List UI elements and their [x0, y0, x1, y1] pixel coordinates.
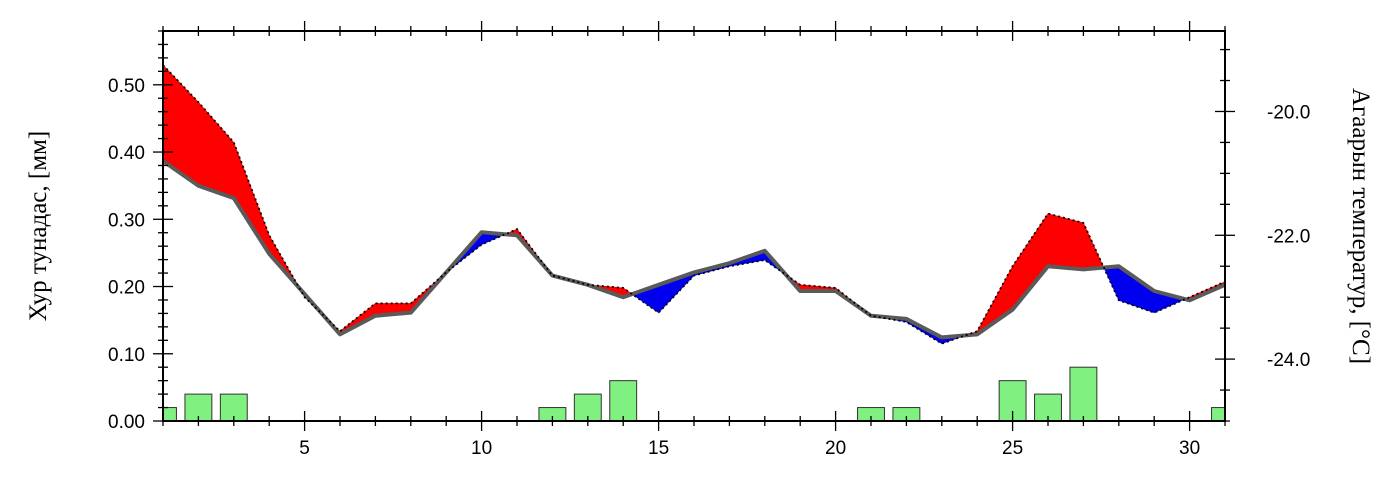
- warm-anomaly-area: [198, 101, 235, 199]
- x-tick-label: 15: [648, 438, 669, 459]
- y-tick-label: 0.40: [108, 143, 145, 164]
- precip-bar: [1069, 366, 1098, 422]
- precip-bar: [609, 380, 638, 422]
- right-axis-title: Агаарын температур, [°C]: [1347, 88, 1374, 364]
- tick-labels: 5 10 15 20 25 30 0.00 0.10 0.20 0.30 0.40 0.50 -24.0…: [108, 76, 1310, 459]
- tick-marks: [153, 21, 1235, 431]
- y-tick-label: 0.20: [108, 278, 145, 299]
- left-axis-title: Хур тунадас, [мм]: [25, 131, 52, 321]
- anomaly-fills: [162, 64, 1226, 345]
- precipitation-bars: [162, 366, 1226, 422]
- y-tick-label: 0.10: [108, 345, 145, 366]
- series-lines: [161, 64, 1226, 345]
- y-tick-label: 0.50: [108, 76, 145, 97]
- y2-tick-label: -22.0: [1267, 226, 1310, 247]
- temperature-line: [162, 64, 1226, 345]
- precip-bar: [1211, 407, 1226, 422]
- y-tick-label: 0.00: [108, 412, 145, 433]
- x-tick-label: 5: [299, 438, 310, 459]
- x-tick-label: 20: [825, 438, 846, 459]
- climatology-line: [161, 159, 1226, 340]
- x-tick-label: 25: [1002, 438, 1023, 459]
- x-tick-label: 10: [471, 438, 492, 459]
- x-tick-label: 30: [1179, 438, 1200, 459]
- y2-tick-label: -24.0: [1267, 350, 1310, 371]
- warm-anomaly-area: [233, 142, 270, 255]
- warm-anomaly-area: [1012, 212, 1049, 311]
- y-tick-label: 0.30: [108, 210, 145, 231]
- y2-tick-label: -20.0: [1267, 102, 1310, 123]
- precip-bar: [162, 407, 177, 422]
